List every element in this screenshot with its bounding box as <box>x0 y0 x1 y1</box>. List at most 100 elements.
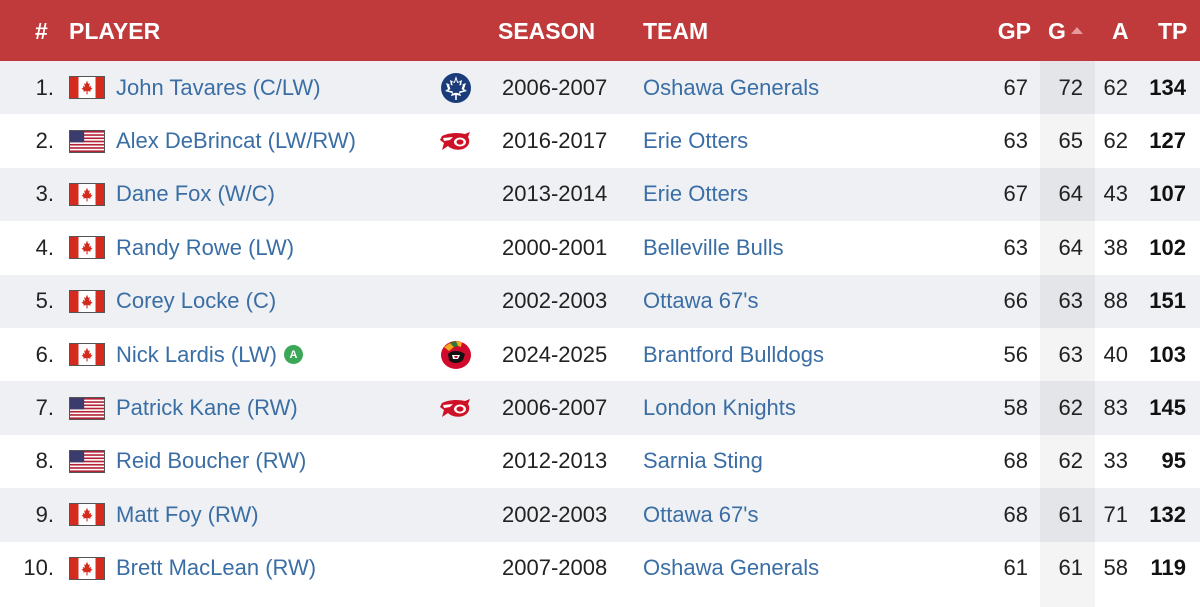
rank-cell: 1. <box>35 74 54 100</box>
table-row: 10. Brett MacLean (RW) 2007-2008 Oshawa Gen… <box>0 541 1200 595</box>
gp-cell: 61 <box>1003 555 1028 581</box>
team-link[interactable]: Belleville Bulls <box>643 234 784 260</box>
gp-cell: 67 <box>1003 181 1028 207</box>
team-link[interactable]: London Knights <box>643 395 796 421</box>
team-link[interactable]: Oshawa Generals <box>643 555 820 581</box>
maple-leafs-logo[interactable] <box>438 61 474 114</box>
season-cell: 2024-2025 <box>502 341 608 367</box>
header-player[interactable]: PLAYER <box>69 18 161 44</box>
total-points-cell: 132 <box>1149 501 1186 527</box>
goals-cell: 61 <box>1058 501 1083 527</box>
team-link[interactable]: Ottawa 67's <box>643 288 759 314</box>
player-name-cell[interactable]: Reid Boucher (RW) <box>116 435 306 488</box>
gp-cell: 68 <box>1003 448 1028 474</box>
canada-flag-icon <box>69 328 105 381</box>
team-link[interactable]: Erie Otters <box>643 128 749 154</box>
total-points-cell: 102 <box>1149 234 1186 260</box>
alternate-captain-badge: A <box>283 345 303 365</box>
assists-cell: 71 <box>1103 501 1128 527</box>
header-g-label: G <box>1048 18 1066 44</box>
player-name-link[interactable]: Reid Boucher (RW) <box>116 448 307 474</box>
header-team[interactable]: TEAM <box>643 18 709 44</box>
total-points-cell: 145 <box>1149 395 1186 421</box>
header-gp[interactable]: GP <box>997 18 1031 44</box>
player-name-link[interactable]: Dane Fox (W/C) <box>116 181 275 207</box>
player-name-link[interactable]: Randy Rowe (LW) <box>116 234 295 260</box>
player-name-cell[interactable]: Randy Rowe (LW) <box>116 221 294 274</box>
season-cell: 2007-2008 <box>502 555 608 581</box>
gp-cell: 56 <box>1003 341 1028 367</box>
canada-flag-icon <box>69 61 105 114</box>
canada-flag-icon <box>69 542 105 595</box>
table-row: 1. John Tavares (C/LW) 2006-2007 Oshawa Gen… <box>0 61 1200 115</box>
assists-cell: 62 <box>1103 128 1128 154</box>
assists-cell: 58 <box>1103 555 1128 581</box>
rank-cell: 4. <box>35 234 54 260</box>
goals-cell: 62 <box>1058 448 1083 474</box>
total-points-cell: 103 <box>1149 341 1186 367</box>
player-name-link[interactable]: Matt Foy (RW) <box>116 501 259 527</box>
assists-cell: 83 <box>1103 395 1128 421</box>
player-name-link[interactable]: John Tavares (C/LW) <box>116 74 321 100</box>
player-name-link[interactable]: Alex DeBrincat (LW/RW) <box>116 128 357 154</box>
player-name-link[interactable]: Corey Locke (C) <box>116 288 277 314</box>
table-row: 7. Patrick Kane (RW) 2006-2007 London Knigh… <box>0 381 1200 435</box>
total-points-cell: 95 <box>1161 448 1186 474</box>
total-points-cell: 119 <box>1150 555 1187 581</box>
season-cell: 2002-2003 <box>502 288 608 314</box>
team-link[interactable]: Sarnia Sting <box>643 448 763 474</box>
player-name-cell[interactable]: Alex DeBrincat (LW/RW) <box>116 114 356 167</box>
player-name-cell[interactable]: Nick Lardis (LW) A <box>116 328 303 381</box>
usa-flag-icon <box>69 435 105 488</box>
rank-cell: 5. <box>35 288 54 314</box>
rank-cell: 6. <box>35 341 54 367</box>
player-name-cell[interactable]: Patrick Kane (RW) <box>116 381 298 434</box>
total-points-cell: 134 <box>1149 74 1186 100</box>
player-name-cell[interactable]: John Tavares (C/LW) <box>116 61 321 114</box>
season-cell: 2000-2001 <box>502 234 608 260</box>
assists-cell: 40 <box>1103 341 1128 367</box>
rank-cell: 9. <box>35 501 54 527</box>
team-link[interactable]: Oshawa Generals <box>643 74 820 100</box>
assists-cell: 62 <box>1103 74 1128 100</box>
goals-cell: 62 <box>1058 395 1083 421</box>
blackhawks-logo[interactable] <box>438 328 474 381</box>
table-row: 5. Corey Locke (C) 2002-2003 Ottawa 67's 66 6… <box>0 274 1200 328</box>
player-name-link[interactable]: Patrick Kane (RW) <box>116 395 298 421</box>
rank-cell: 2. <box>35 128 54 154</box>
table-row: 9. Matt Foy (RW) 2002-2003 Ottawa 67's 68 61 7… <box>0 488 1200 542</box>
player-name-cell[interactable]: Dane Fox (W/C) <box>116 168 275 221</box>
goals-cell: 61 <box>1058 555 1083 581</box>
assists-cell: 43 <box>1103 181 1128 207</box>
rank-cell: 3. <box>35 181 54 207</box>
sorted-column-highlight <box>1040 61 1095 607</box>
season-cell: 2002-2003 <box>502 501 608 527</box>
gp-cell: 58 <box>1003 395 1028 421</box>
table-row: 6. Nick Lardis (LW) A 2024-2025 Brantford Bu… <box>0 328 1200 382</box>
player-name-cell[interactable]: Matt Foy (RW) <box>116 488 259 541</box>
player-name-link[interactable]: Brett MacLean (RW) <box>116 555 317 581</box>
sort-asc-arrow-icon <box>1070 27 1083 35</box>
header-g-sorted[interactable]: G <box>1048 17 1083 45</box>
gp-cell: 67 <box>1003 74 1028 100</box>
header-season[interactable]: SEASON <box>498 18 596 44</box>
red-wings-logo[interactable] <box>438 114 474 167</box>
red-wings-logo[interactable] <box>438 381 474 434</box>
header-a[interactable]: A <box>1112 18 1129 44</box>
team-link[interactable]: Brantford Bulldogs <box>643 341 824 367</box>
gp-cell: 63 <box>1003 234 1028 260</box>
player-name-cell[interactable]: Brett MacLean (RW) <box>116 542 316 595</box>
assists-cell: 88 <box>1103 288 1128 314</box>
season-cell: 2013-2014 <box>502 181 608 207</box>
header-tp[interactable]: TP <box>1158 18 1188 44</box>
gp-cell: 63 <box>1003 128 1028 154</box>
rank-cell: 7. <box>35 395 54 421</box>
goals-cell: 63 <box>1058 288 1083 314</box>
table-row: 2. Alex DeBrincat (LW/RW) 2016-2017 Erie Ot… <box>0 114 1200 168</box>
player-name-cell[interactable]: Corey Locke (C) <box>116 275 276 328</box>
assists-cell: 33 <box>1103 448 1128 474</box>
team-link[interactable]: Ottawa 67's <box>643 501 759 527</box>
team-link[interactable]: Erie Otters <box>643 181 749 207</box>
usa-flag-icon <box>69 381 105 434</box>
player-name-link[interactable]: Nick Lardis (LW) <box>116 341 277 367</box>
